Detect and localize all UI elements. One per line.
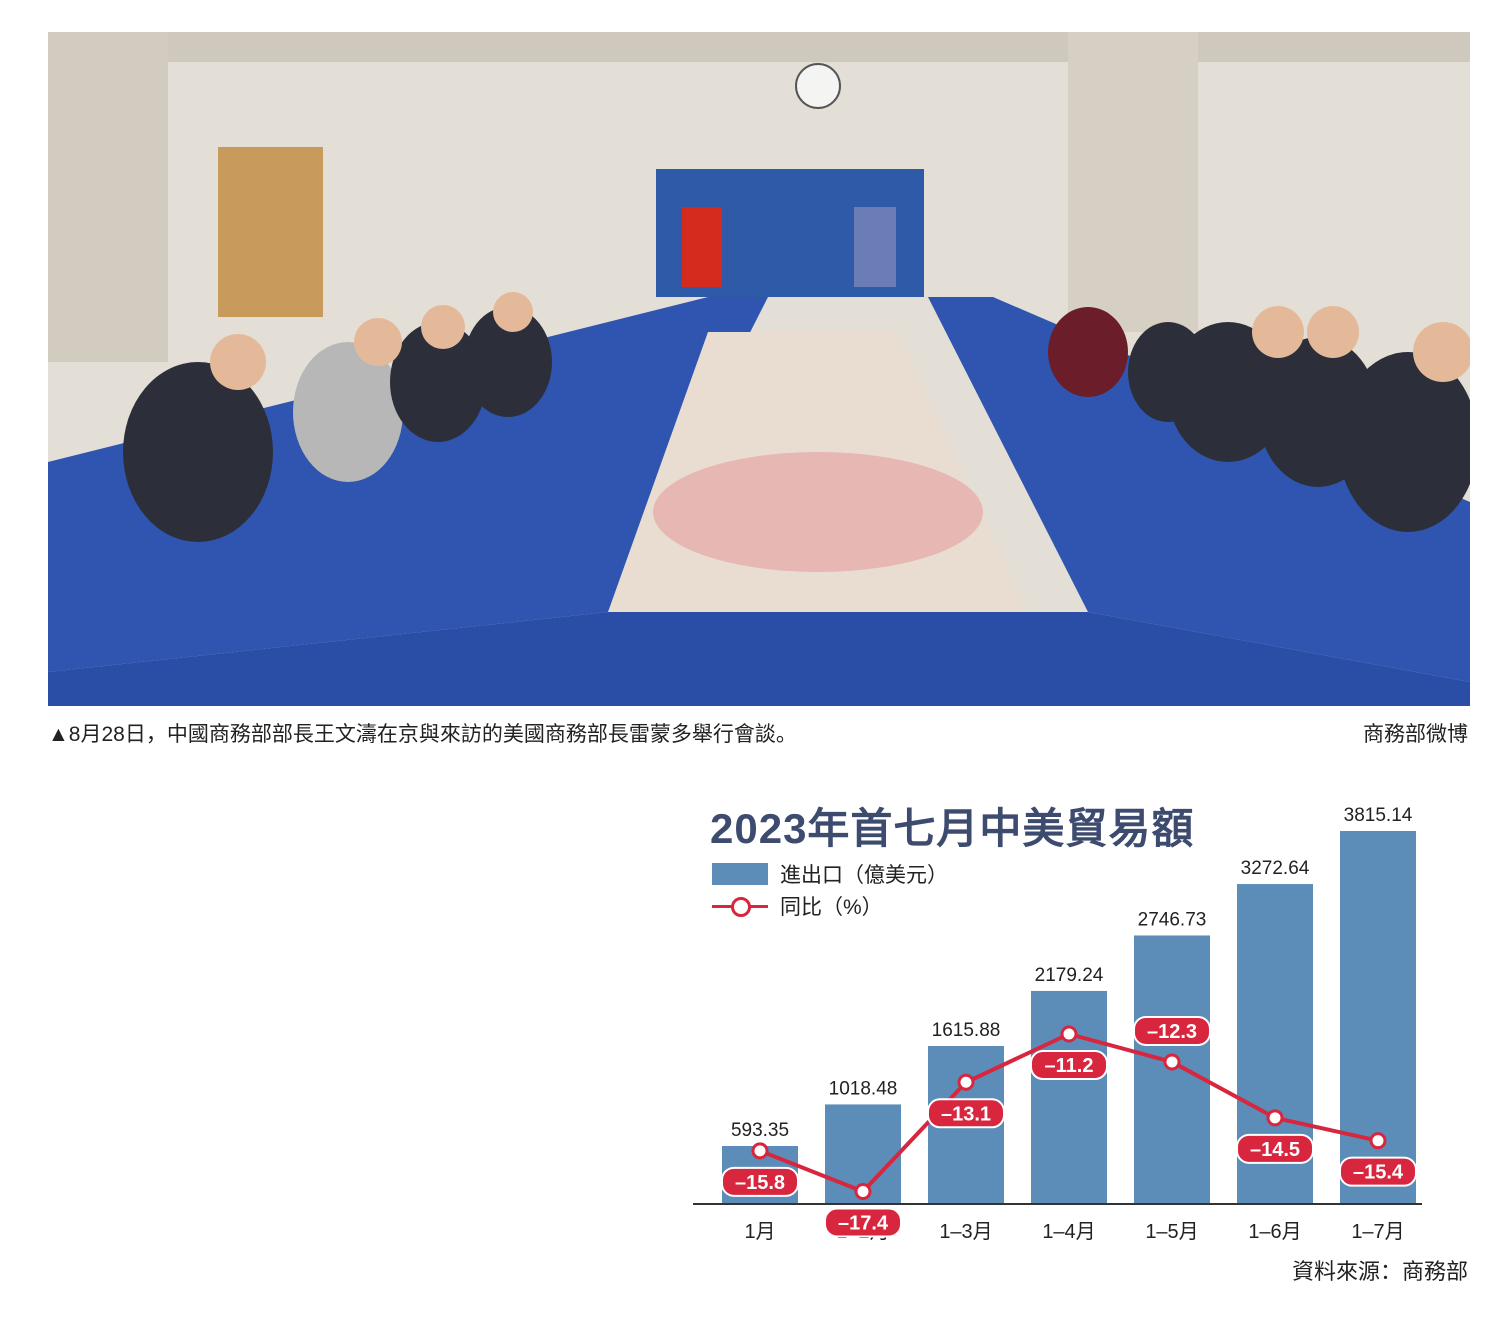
chart-legend: 進出口（億美元） 同比（%） bbox=[712, 858, 948, 922]
x-tick-label-3: 1–4月 bbox=[1042, 1221, 1095, 1243]
bar-1 bbox=[825, 1104, 901, 1204]
yoy-point-2 bbox=[957, 1073, 975, 1091]
yoy-value-label-2: –13.1 bbox=[941, 1103, 991, 1125]
bar-value-label-3: 2179.24 bbox=[1035, 965, 1104, 986]
legend-bar-swatch bbox=[712, 863, 768, 885]
meeting-photo bbox=[48, 32, 1470, 706]
x-tick-label-6: 1–7月 bbox=[1351, 1221, 1404, 1243]
yoy-label-box-1 bbox=[824, 1207, 902, 1238]
photo-credit: 商務部微博 bbox=[1363, 723, 1468, 746]
photo-caption: ▲8月28日，中國商務部部長王文濤在京與來訪的美國商務部長雷蒙多舉行會談。 bbox=[48, 723, 797, 746]
yoy-value-label-4: –12.3 bbox=[1147, 1021, 1197, 1043]
bar-value-label-5: 3272.64 bbox=[1241, 858, 1310, 879]
bar-5 bbox=[1237, 884, 1313, 1204]
yoy-label-box-2 bbox=[927, 1098, 1005, 1129]
yoy-value-label-6: –15.4 bbox=[1353, 1162, 1404, 1184]
x-tick-label-1: 1–2月 bbox=[836, 1221, 889, 1243]
bar-4 bbox=[1134, 935, 1210, 1204]
yoy-point-1 bbox=[854, 1182, 872, 1200]
legend-bar-label: 進出口（億美元） bbox=[780, 864, 948, 887]
x-tick-label-5: 1–6月 bbox=[1248, 1221, 1301, 1243]
yoy-value-label-5: –14.5 bbox=[1250, 1139, 1300, 1161]
meeting-photo-illustration bbox=[48, 32, 1470, 706]
yoy-label-box-4 bbox=[1133, 1015, 1211, 1046]
yoy-point-6 bbox=[1369, 1132, 1387, 1150]
x-tick-label-2: 1–3月 bbox=[939, 1221, 992, 1243]
yoy-point-3 bbox=[1060, 1025, 1078, 1043]
chart-title: 2023年首七月中美貿易額 bbox=[710, 805, 1195, 852]
yoy-point-0 bbox=[751, 1142, 769, 1160]
yoy-line bbox=[759, 1032, 1379, 1194]
bar-2 bbox=[928, 1046, 1004, 1204]
x-tick-label-4: 1–5月 bbox=[1145, 1221, 1198, 1243]
bar-3 bbox=[1031, 990, 1107, 1204]
data-source: 資料來源：商務部 bbox=[1291, 1259, 1468, 1284]
legend-line-swatch bbox=[712, 895, 768, 917]
yoy-label-box-5 bbox=[1236, 1133, 1314, 1164]
yoy-value-label-0: –15.8 bbox=[735, 1172, 785, 1194]
bar-6 bbox=[1340, 831, 1416, 1204]
yoy-label-box-3 bbox=[1030, 1050, 1108, 1080]
bar-value-label-1: 1018.48 bbox=[829, 1078, 898, 1099]
yoy-value-label-3: –11.2 bbox=[1045, 1055, 1094, 1077]
legend-item-bar: 進出口（億美元） bbox=[712, 858, 948, 890]
yoy-label-box-0 bbox=[721, 1166, 799, 1197]
bar-0 bbox=[722, 1145, 798, 1204]
legend-line-label: 同比（%） bbox=[780, 896, 883, 919]
clock-icon bbox=[795, 63, 841, 109]
legend-item-line: 同比（%） bbox=[712, 890, 948, 922]
yoy-point-5 bbox=[1266, 1109, 1284, 1127]
bar-value-label-2: 1615.88 bbox=[932, 1020, 1001, 1041]
yoy-value-label-1: –17.4 bbox=[838, 1212, 889, 1234]
x-tick-label-0: 1月 bbox=[744, 1221, 775, 1243]
bar-value-label-0: 593.35 bbox=[731, 1120, 789, 1141]
bar-value-label-6: 3815.14 bbox=[1344, 805, 1413, 826]
bar-value-label-4: 2746.73 bbox=[1138, 909, 1207, 930]
yoy-point-4 bbox=[1163, 1053, 1181, 1071]
yoy-label-box-6 bbox=[1339, 1156, 1417, 1187]
